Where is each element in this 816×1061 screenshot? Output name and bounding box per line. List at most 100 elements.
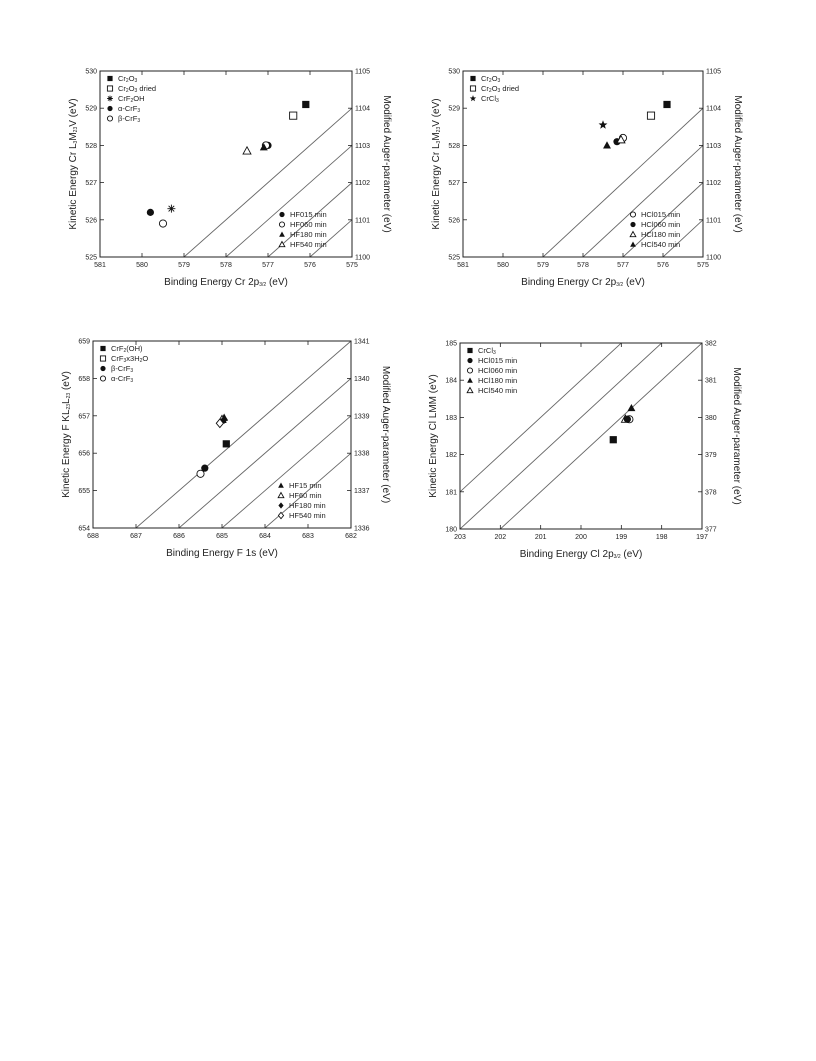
legend-marker-filled-triangle: [279, 231, 285, 237]
x-tick-label: 687: [130, 533, 142, 540]
data-point-filled-square: [302, 100, 310, 109]
y2-tick-label: 1103: [706, 143, 721, 150]
x-tick-label: 576: [657, 262, 669, 269]
legend-entry-label: HF060 min: [290, 220, 327, 229]
legend-marker-filled-square: [470, 75, 476, 82]
diagonal-lines: [542, 107, 703, 257]
x-tick-label: 688: [87, 533, 99, 540]
x-tick-label: 581: [457, 262, 469, 269]
data-point-filled-square: [663, 100, 671, 109]
x-tick-label: 581: [94, 262, 106, 269]
y-tick-label: 529: [448, 106, 460, 113]
data-point-star: [598, 120, 608, 129]
y-tick-label: 184: [445, 378, 457, 385]
legend-entry-label: Cr2O3: [118, 74, 138, 84]
iso-line-1104: [542, 107, 703, 257]
y-axis-label: Kinetic Energy Cr L3M23V (eV): [431, 98, 442, 229]
legend-entry-label: HF540 min: [290, 240, 327, 249]
y-tick-label: 527: [85, 180, 97, 187]
x-tick-label: 682: [345, 533, 357, 540]
y2-tick-label: 377: [705, 527, 717, 534]
y-tick-label: 659: [78, 339, 90, 346]
y-tick-label: 655: [78, 488, 90, 495]
legend-entry-label: Cr2O3 dried: [481, 84, 519, 94]
y-axis-label: Kinetic Energy F KL23L23 (eV): [61, 371, 72, 498]
y-tick-label: 656: [78, 451, 90, 458]
x-tick-label: 578: [220, 262, 232, 269]
y-tick-label: 657: [78, 413, 90, 420]
data-points: [598, 100, 671, 149]
legend-entry-label: β-CrF3: [118, 114, 140, 124]
y-tick-label: 180: [445, 527, 457, 534]
iso-line-1102: [622, 182, 703, 257]
legend-marker-filled-circle: [100, 365, 106, 372]
iso-line-1103: [225, 145, 352, 257]
chart-panel-1: 581 580 579 578 577 576 575 525 526 527 528 529 530 1…: [68, 69, 392, 289]
y2-tick-label: 1104: [355, 106, 370, 113]
y2-tick-label: 1338: [354, 451, 370, 458]
y2-tick-label: 1103: [355, 143, 370, 150]
y2-tick-label: 378: [705, 489, 717, 496]
legend-marker-star: [469, 95, 477, 102]
y2-tick-label: 1105: [706, 69, 721, 76]
x-tick-label: 578: [577, 262, 589, 269]
chart-panel-2: 581 580 579 578 577 576 575 525 526 527 528 529 530 1…: [431, 69, 743, 289]
iso-line-1339: [221, 415, 351, 528]
legend-marker-open-square: [106, 85, 114, 92]
legend-marker-open-circle: [99, 375, 107, 382]
data-point-open-circle: [196, 469, 205, 478]
x-tick-label: 577: [262, 262, 274, 269]
data-point-filled-square: [222, 440, 230, 448]
y2-tick-label: 379: [705, 452, 717, 459]
x-tick-label: 203: [454, 534, 466, 541]
x-axis-label: Binding Energy Cl 2p3/2 (eV): [520, 549, 643, 560]
y2-tick-label: 1102: [355, 180, 370, 187]
y2-tick-label: 1337: [354, 488, 370, 495]
legend-entry-label: Cr2O3 dried: [118, 84, 156, 94]
y2-axis-label: Modified Auger-parameter (eV): [732, 95, 743, 232]
y-tick-label: 528: [85, 143, 97, 150]
legend-entry-label: HF180 min: [290, 230, 327, 239]
legend-marker-open-circle: [629, 211, 637, 218]
legend-marker-filled-triangle: [467, 377, 473, 383]
x-axis-label: Binding Energy Cr 2p3/2 (eV): [521, 277, 645, 288]
legend-marker-filled-triangle: [630, 241, 636, 247]
legend-entry-label: CrF2(OH): [111, 344, 143, 354]
diagonal-lines: [135, 341, 351, 528]
y-tick-label: 525: [448, 255, 460, 262]
x-tick-label: 197: [696, 534, 708, 541]
y2-tick-label: 1102: [706, 180, 721, 187]
y-tick-label: 528: [448, 143, 460, 150]
y-tick-label: 530: [85, 69, 97, 76]
data-point-filled-triangle: [627, 403, 636, 412]
data-point-filled-triangle: [259, 143, 268, 151]
y2-tick-label: 1101: [706, 217, 721, 224]
iso-line-1340: [178, 378, 351, 528]
data-point-open-triangle: [242, 145, 252, 155]
data-point-filled-square: [609, 436, 617, 444]
x-tick-label: 575: [697, 262, 709, 269]
legend-entry-label: HCl015 min: [478, 356, 517, 365]
legend-marker-open-circle: [278, 221, 286, 228]
legend-marker-open-square: [469, 85, 477, 92]
y-axis-label: Kinetic Energy Cr L3M23V (eV): [68, 98, 79, 229]
y-tick-label: 525: [85, 255, 97, 262]
diagonal-lines: [183, 107, 352, 257]
data-points: [196, 413, 230, 478]
legend-entry-label: HCl015 min: [641, 210, 680, 219]
y-tick-label: 654: [78, 526, 90, 533]
data-point-open-circle: [158, 219, 168, 228]
y2-tick-label: 382: [705, 341, 717, 348]
y2-axis-label: Modified Auger-parameter (eV): [381, 95, 392, 232]
x-tick-label: 576: [304, 262, 316, 269]
diagonal-lines: [460, 343, 702, 529]
legend-entry-label: CrF2OH: [118, 94, 145, 104]
legend-entry-label: HF540 min: [289, 511, 326, 520]
legend-marker-filled-square: [100, 345, 106, 352]
iso-line-1338: [264, 452, 351, 528]
